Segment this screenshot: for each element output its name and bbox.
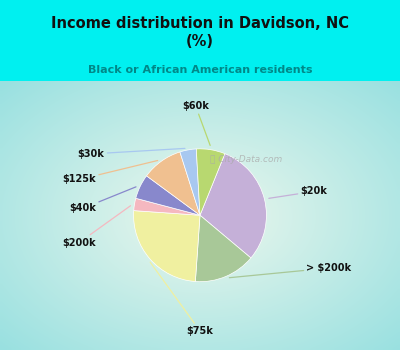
Text: Income distribution in Davidson, NC
(%): Income distribution in Davidson, NC (%): [51, 16, 349, 49]
Text: $40k: $40k: [69, 187, 136, 214]
Wedge shape: [196, 149, 225, 215]
Text: $200k: $200k: [62, 206, 130, 247]
Wedge shape: [146, 152, 200, 215]
Wedge shape: [195, 215, 251, 282]
Wedge shape: [180, 149, 200, 215]
Text: $30k: $30k: [78, 148, 185, 159]
Wedge shape: [136, 176, 200, 215]
Wedge shape: [134, 198, 200, 215]
Text: Black or African American residents: Black or African American residents: [88, 65, 312, 75]
Text: > $200k: > $200k: [229, 263, 352, 278]
Text: $20k: $20k: [269, 187, 327, 198]
Wedge shape: [200, 154, 266, 258]
Text: $60k: $60k: [182, 102, 210, 146]
Text: $75k: $75k: [150, 262, 214, 336]
Text: $125k: $125k: [62, 161, 158, 184]
Wedge shape: [134, 211, 200, 281]
Text: Ⓜ City-Data.com: Ⓜ City-Data.com: [210, 155, 282, 163]
